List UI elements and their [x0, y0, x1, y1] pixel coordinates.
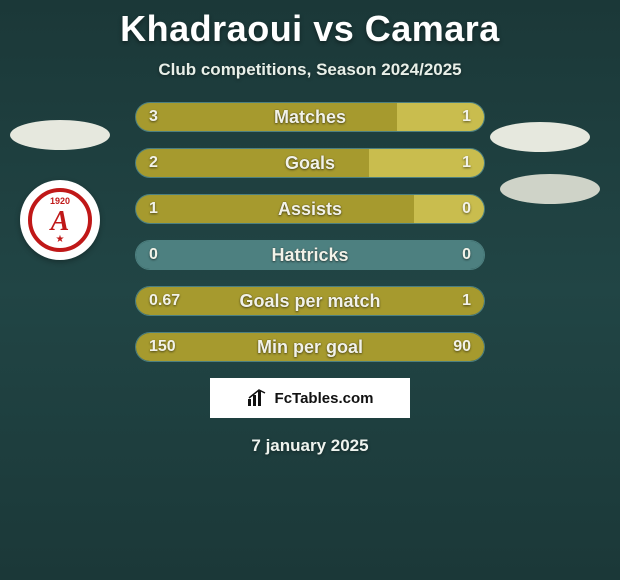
- stat-row: Matches31: [135, 102, 485, 132]
- stat-bar-left: [136, 195, 414, 223]
- stat-row: Goals per match0.671: [135, 286, 485, 316]
- club-letter: A: [51, 208, 70, 236]
- page-subtitle: Club competitions, Season 2024/2025: [0, 60, 620, 80]
- player-silhouette-ellipse: [490, 122, 590, 152]
- stat-row: Goals21: [135, 148, 485, 178]
- stat-bar-left: [136, 149, 369, 177]
- comparison-infographic: Khadraoui vs Camara Club competitions, S…: [0, 0, 620, 580]
- stat-bar-track: [135, 332, 485, 362]
- club-badge: 1920 A★: [20, 180, 100, 260]
- bar-chart-icon: [247, 389, 269, 407]
- stat-bar-left: [136, 287, 484, 315]
- stat-bar-track: [135, 148, 485, 178]
- stat-row: Min per goal15090: [135, 332, 485, 362]
- star-icon: ★: [56, 234, 65, 245]
- snapshot-date: 7 january 2025: [0, 436, 620, 456]
- fctables-watermark: FcTables.com: [210, 378, 410, 418]
- player-silhouette-ellipse: [10, 120, 110, 150]
- club-year: 1920: [50, 196, 70, 206]
- page-title: Khadraoui vs Camara: [0, 8, 620, 50]
- stat-bar-track: [135, 102, 485, 132]
- stat-bar-left: [136, 333, 484, 361]
- stat-bar-left: [136, 241, 484, 269]
- club-badge-inner: 1920 A★: [28, 188, 92, 252]
- stat-bar-right: [397, 103, 484, 131]
- stat-bar-left: [136, 103, 397, 131]
- player-silhouette-ellipse: [500, 174, 600, 204]
- stat-row: Assists10: [135, 194, 485, 224]
- stat-bar-track: [135, 194, 485, 224]
- stat-row: Hattricks00: [135, 240, 485, 270]
- stat-bar-right: [414, 195, 484, 223]
- fctables-label: FcTables.com: [275, 390, 374, 407]
- stat-bar-right: [369, 149, 484, 177]
- stat-bar-track: [135, 240, 485, 270]
- stat-bar-track: [135, 286, 485, 316]
